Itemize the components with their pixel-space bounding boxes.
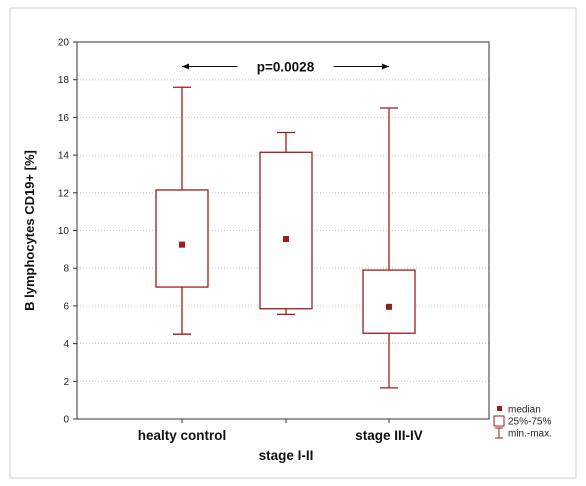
- y-tick-label: 16: [58, 113, 70, 124]
- significance-annotation: p=0.0028: [182, 60, 389, 75]
- p-value-label: p=0.0028: [257, 60, 315, 75]
- median-marker: [386, 303, 392, 310]
- median-marker: [283, 235, 289, 242]
- legend-item: median: [497, 405, 541, 416]
- y-tick-label: 2: [63, 377, 69, 388]
- y-tick-label: 6: [63, 301, 69, 312]
- legend-label: median: [508, 405, 541, 416]
- legend-box-swatch: [493, 415, 505, 427]
- y-tick-label: 0: [63, 415, 69, 426]
- boxes-layer: [155, 86, 416, 389]
- legend-item: min.-max.: [495, 427, 552, 440]
- y-tick-label: 14: [58, 151, 70, 162]
- arrow-left-head: [182, 63, 189, 70]
- x-axis-ticks: healty control stage I-II stage III-IV: [138, 419, 423, 463]
- y-axis-label: B lymphocytes CD19+ [%]: [22, 150, 37, 311]
- iqr-box: [155, 189, 209, 288]
- legend-item: 25%-75%: [493, 415, 551, 428]
- iqr-box: [259, 151, 313, 310]
- x-tick-label: stage I-II: [259, 448, 314, 463]
- y-tick-label: 20: [58, 38, 70, 49]
- y-tick-label: 10: [58, 226, 70, 237]
- median-marker: [179, 241, 185, 248]
- legend-median-swatch: [497, 406, 502, 411]
- box-group: [259, 131, 313, 316]
- legend-label: 25%-75%: [508, 417, 551, 428]
- box-group: [362, 107, 416, 389]
- y-tick-label: 8: [63, 264, 69, 275]
- iqr-box: [362, 269, 416, 334]
- x-tick-label: healty control: [138, 428, 227, 443]
- y-tick-label: 18: [58, 75, 70, 86]
- legend-label: min.-max.: [508, 429, 552, 440]
- x-tick-label: stage III-IV: [355, 428, 423, 443]
- box-group: [155, 86, 209, 335]
- arrow-right-head: [382, 63, 389, 70]
- y-tick-label: 12: [58, 188, 70, 199]
- y-tick-label: 4: [63, 339, 69, 350]
- y-axis-ticks: 0 2 4 6 8 10 12 14 16 18 20: [58, 38, 77, 426]
